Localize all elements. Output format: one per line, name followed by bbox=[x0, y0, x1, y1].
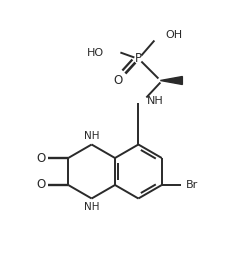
Text: Br: Br bbox=[185, 180, 197, 190]
Text: NH: NH bbox=[84, 203, 99, 212]
Text: OH: OH bbox=[165, 29, 182, 39]
Text: NH: NH bbox=[146, 96, 162, 105]
Text: O: O bbox=[113, 74, 123, 87]
Polygon shape bbox=[160, 76, 182, 85]
Text: O: O bbox=[37, 151, 46, 164]
Text: P: P bbox=[134, 52, 141, 65]
Text: O: O bbox=[37, 179, 46, 192]
Text: HO: HO bbox=[87, 48, 104, 57]
Text: NH: NH bbox=[84, 130, 99, 140]
